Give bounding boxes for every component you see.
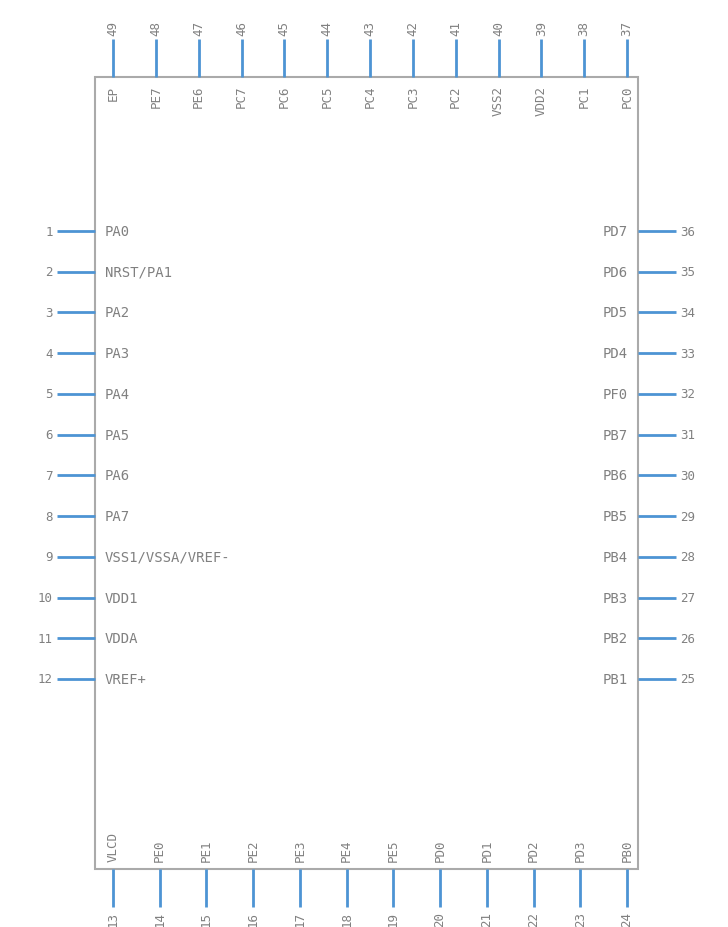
Text: 47: 47: [192, 21, 205, 36]
Text: PE0: PE0: [153, 839, 166, 861]
Text: 43: 43: [363, 21, 376, 36]
Text: PD6: PD6: [603, 265, 628, 279]
Text: PD3: PD3: [574, 839, 587, 861]
Text: VDDA: VDDA: [105, 631, 138, 645]
Text: 23: 23: [574, 911, 587, 926]
Text: PB5: PB5: [603, 510, 628, 524]
Text: PD0: PD0: [434, 839, 446, 861]
Text: 25: 25: [680, 673, 695, 686]
Text: PE6: PE6: [192, 86, 205, 108]
Text: PB7: PB7: [603, 428, 628, 442]
Text: VREF+: VREF+: [105, 672, 147, 686]
Text: 14: 14: [153, 911, 166, 926]
Text: EP: EP: [106, 86, 119, 101]
Text: PE3: PE3: [293, 839, 306, 861]
Text: 1: 1: [45, 225, 53, 238]
Text: 28: 28: [680, 551, 695, 564]
Text: PE1: PE1: [200, 839, 213, 861]
Text: PB6: PB6: [603, 469, 628, 483]
Text: PB2: PB2: [603, 631, 628, 645]
Text: 24: 24: [620, 911, 633, 926]
Text: PD1: PD1: [480, 839, 494, 861]
Text: PD2: PD2: [527, 839, 540, 861]
Text: PE7: PE7: [149, 86, 162, 108]
Text: PC2: PC2: [449, 86, 462, 108]
Text: 11: 11: [38, 632, 53, 645]
Text: 10: 10: [38, 591, 53, 604]
Text: 15: 15: [200, 911, 213, 926]
Text: 29: 29: [680, 510, 695, 523]
Text: 33: 33: [680, 348, 695, 361]
Text: PA5: PA5: [105, 428, 130, 442]
Text: PC4: PC4: [363, 86, 376, 108]
Text: 3: 3: [45, 307, 53, 320]
Text: PB0: PB0: [620, 839, 633, 861]
Text: PC0: PC0: [620, 86, 633, 108]
Text: PC5: PC5: [320, 86, 333, 108]
Text: 36: 36: [680, 225, 695, 238]
Text: PB4: PB4: [603, 551, 628, 565]
Text: 8: 8: [45, 510, 53, 523]
Text: 7: 7: [45, 469, 53, 482]
Text: 22: 22: [527, 911, 540, 926]
Text: PC7: PC7: [235, 86, 248, 108]
Text: PA6: PA6: [105, 469, 130, 483]
Text: 32: 32: [680, 388, 695, 401]
Text: 16: 16: [247, 911, 260, 926]
Text: PA7: PA7: [105, 510, 130, 524]
Text: 19: 19: [387, 911, 400, 926]
Text: VDD1: VDD1: [105, 590, 138, 605]
Text: 31: 31: [680, 428, 695, 441]
Text: PC6: PC6: [278, 86, 290, 108]
Text: 6: 6: [45, 428, 53, 441]
Text: 45: 45: [278, 21, 290, 36]
Text: VSS2: VSS2: [492, 86, 505, 116]
Text: PD4: PD4: [603, 347, 628, 361]
Text: PA0: PA0: [105, 224, 130, 239]
Text: PE2: PE2: [247, 839, 260, 861]
Text: 35: 35: [680, 266, 695, 279]
Text: NRST/PA1: NRST/PA1: [105, 265, 172, 279]
Text: VDD2: VDD2: [535, 86, 548, 116]
Text: 37: 37: [620, 21, 633, 36]
Text: 41: 41: [449, 21, 462, 36]
Text: 2: 2: [45, 266, 53, 279]
Text: PA3: PA3: [105, 347, 130, 361]
Text: PC3: PC3: [406, 86, 419, 108]
Text: 26: 26: [680, 632, 695, 645]
Text: PE5: PE5: [387, 839, 400, 861]
Text: VSS1/VSSA/VREF-: VSS1/VSSA/VREF-: [105, 551, 231, 565]
Text: 13: 13: [106, 911, 119, 926]
Text: PE4: PE4: [340, 839, 353, 861]
Text: 9: 9: [45, 551, 53, 564]
Text: 4: 4: [45, 348, 53, 361]
Text: 46: 46: [235, 21, 248, 36]
Text: 27: 27: [680, 591, 695, 604]
Text: PC1: PC1: [577, 86, 590, 108]
Text: 38: 38: [577, 21, 590, 36]
Text: 48: 48: [149, 21, 162, 36]
Text: PF0: PF0: [603, 387, 628, 401]
Text: PA4: PA4: [105, 387, 130, 401]
Bar: [95, 78, 638, 870]
Text: 49: 49: [106, 21, 119, 36]
Text: 12: 12: [38, 673, 53, 686]
Text: PA2: PA2: [105, 306, 130, 320]
Text: 18: 18: [340, 911, 353, 926]
Text: 5: 5: [45, 388, 53, 401]
Text: 30: 30: [680, 469, 695, 482]
Text: 17: 17: [293, 911, 306, 926]
Text: PB3: PB3: [603, 590, 628, 605]
Text: 20: 20: [434, 911, 446, 926]
Text: 42: 42: [406, 21, 419, 36]
Text: VLCD: VLCD: [106, 832, 119, 861]
Text: PD5: PD5: [603, 306, 628, 320]
Text: 44: 44: [320, 21, 333, 36]
Text: 40: 40: [492, 21, 505, 36]
Text: 21: 21: [480, 911, 494, 926]
Text: 39: 39: [535, 21, 548, 36]
Text: 34: 34: [680, 307, 695, 320]
Text: PB1: PB1: [603, 672, 628, 686]
Text: PD7: PD7: [603, 224, 628, 239]
